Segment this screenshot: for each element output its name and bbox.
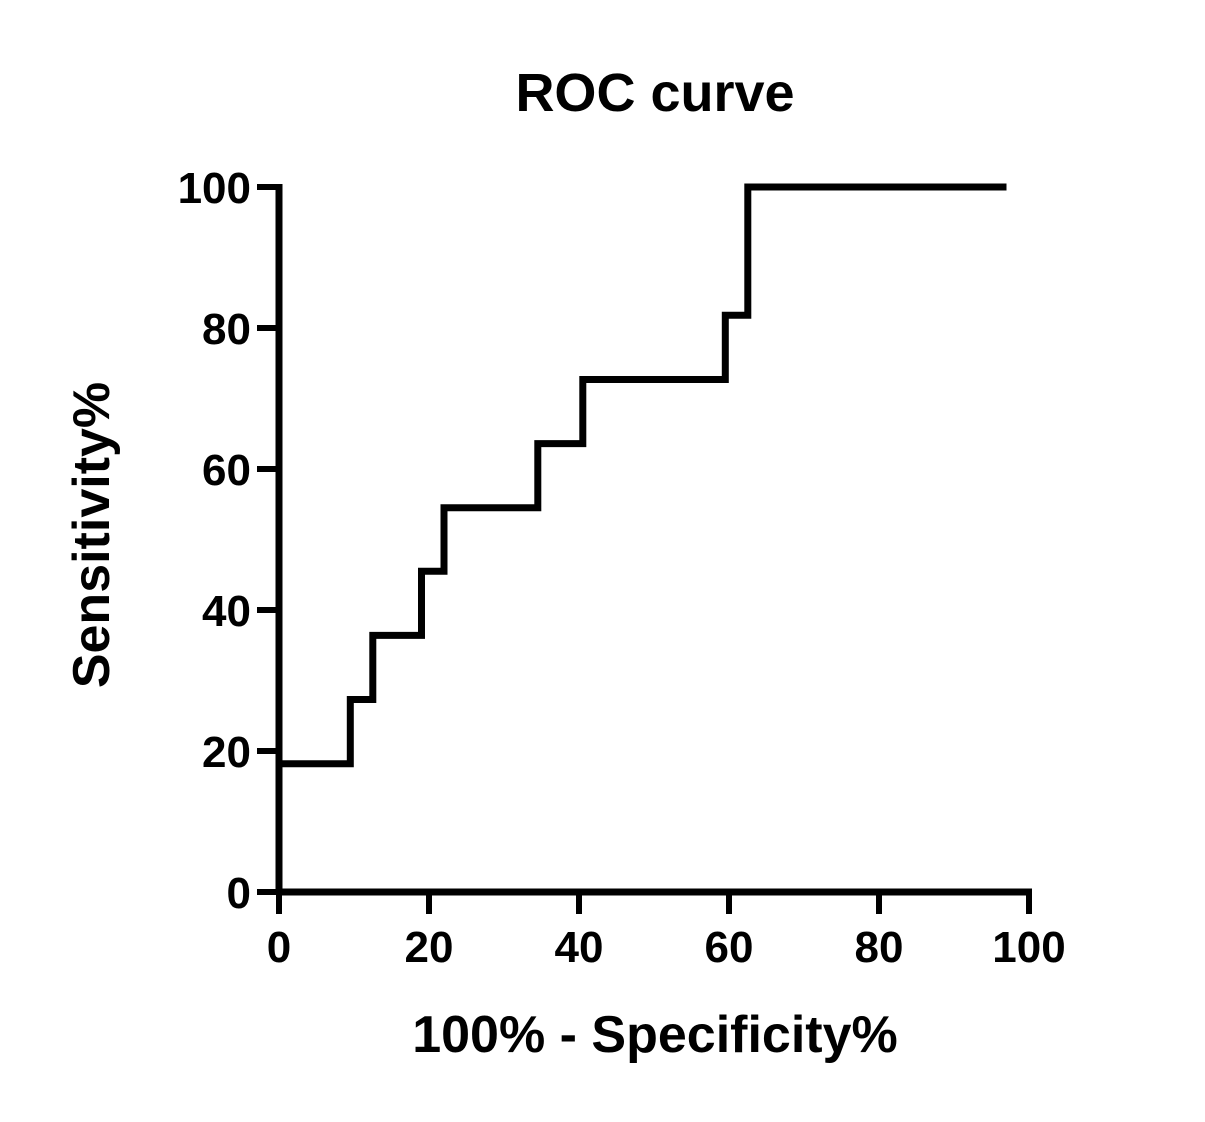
y-axis-label: Sensitivity% [63,382,121,688]
axes [275,184,1032,896]
x-axis-label: 100% - Specificity% [412,1006,898,1064]
x-tick-label: 60 [705,923,754,972]
ticks: 0 20 40 60 80 100 0 20 40 60 80 100 [178,164,1066,972]
x-tick-label: 80 [855,923,904,972]
chart-title: ROC curve [515,63,794,123]
y-tick-label: 80 [202,305,251,354]
y-tick-label: 20 [202,728,251,777]
y-tick-label: 0 [227,869,251,918]
x-tick-label: 0 [267,923,291,972]
x-tick-label: 20 [405,923,454,972]
y-tick-label: 40 [202,587,251,636]
y-tick-label: 60 [202,446,251,495]
roc-curve-line [275,183,1007,892]
x-tick-label: 100 [992,923,1065,972]
series [275,183,1007,892]
y-tick-label: 100 [178,164,251,213]
x-tick-label: 40 [555,923,604,972]
